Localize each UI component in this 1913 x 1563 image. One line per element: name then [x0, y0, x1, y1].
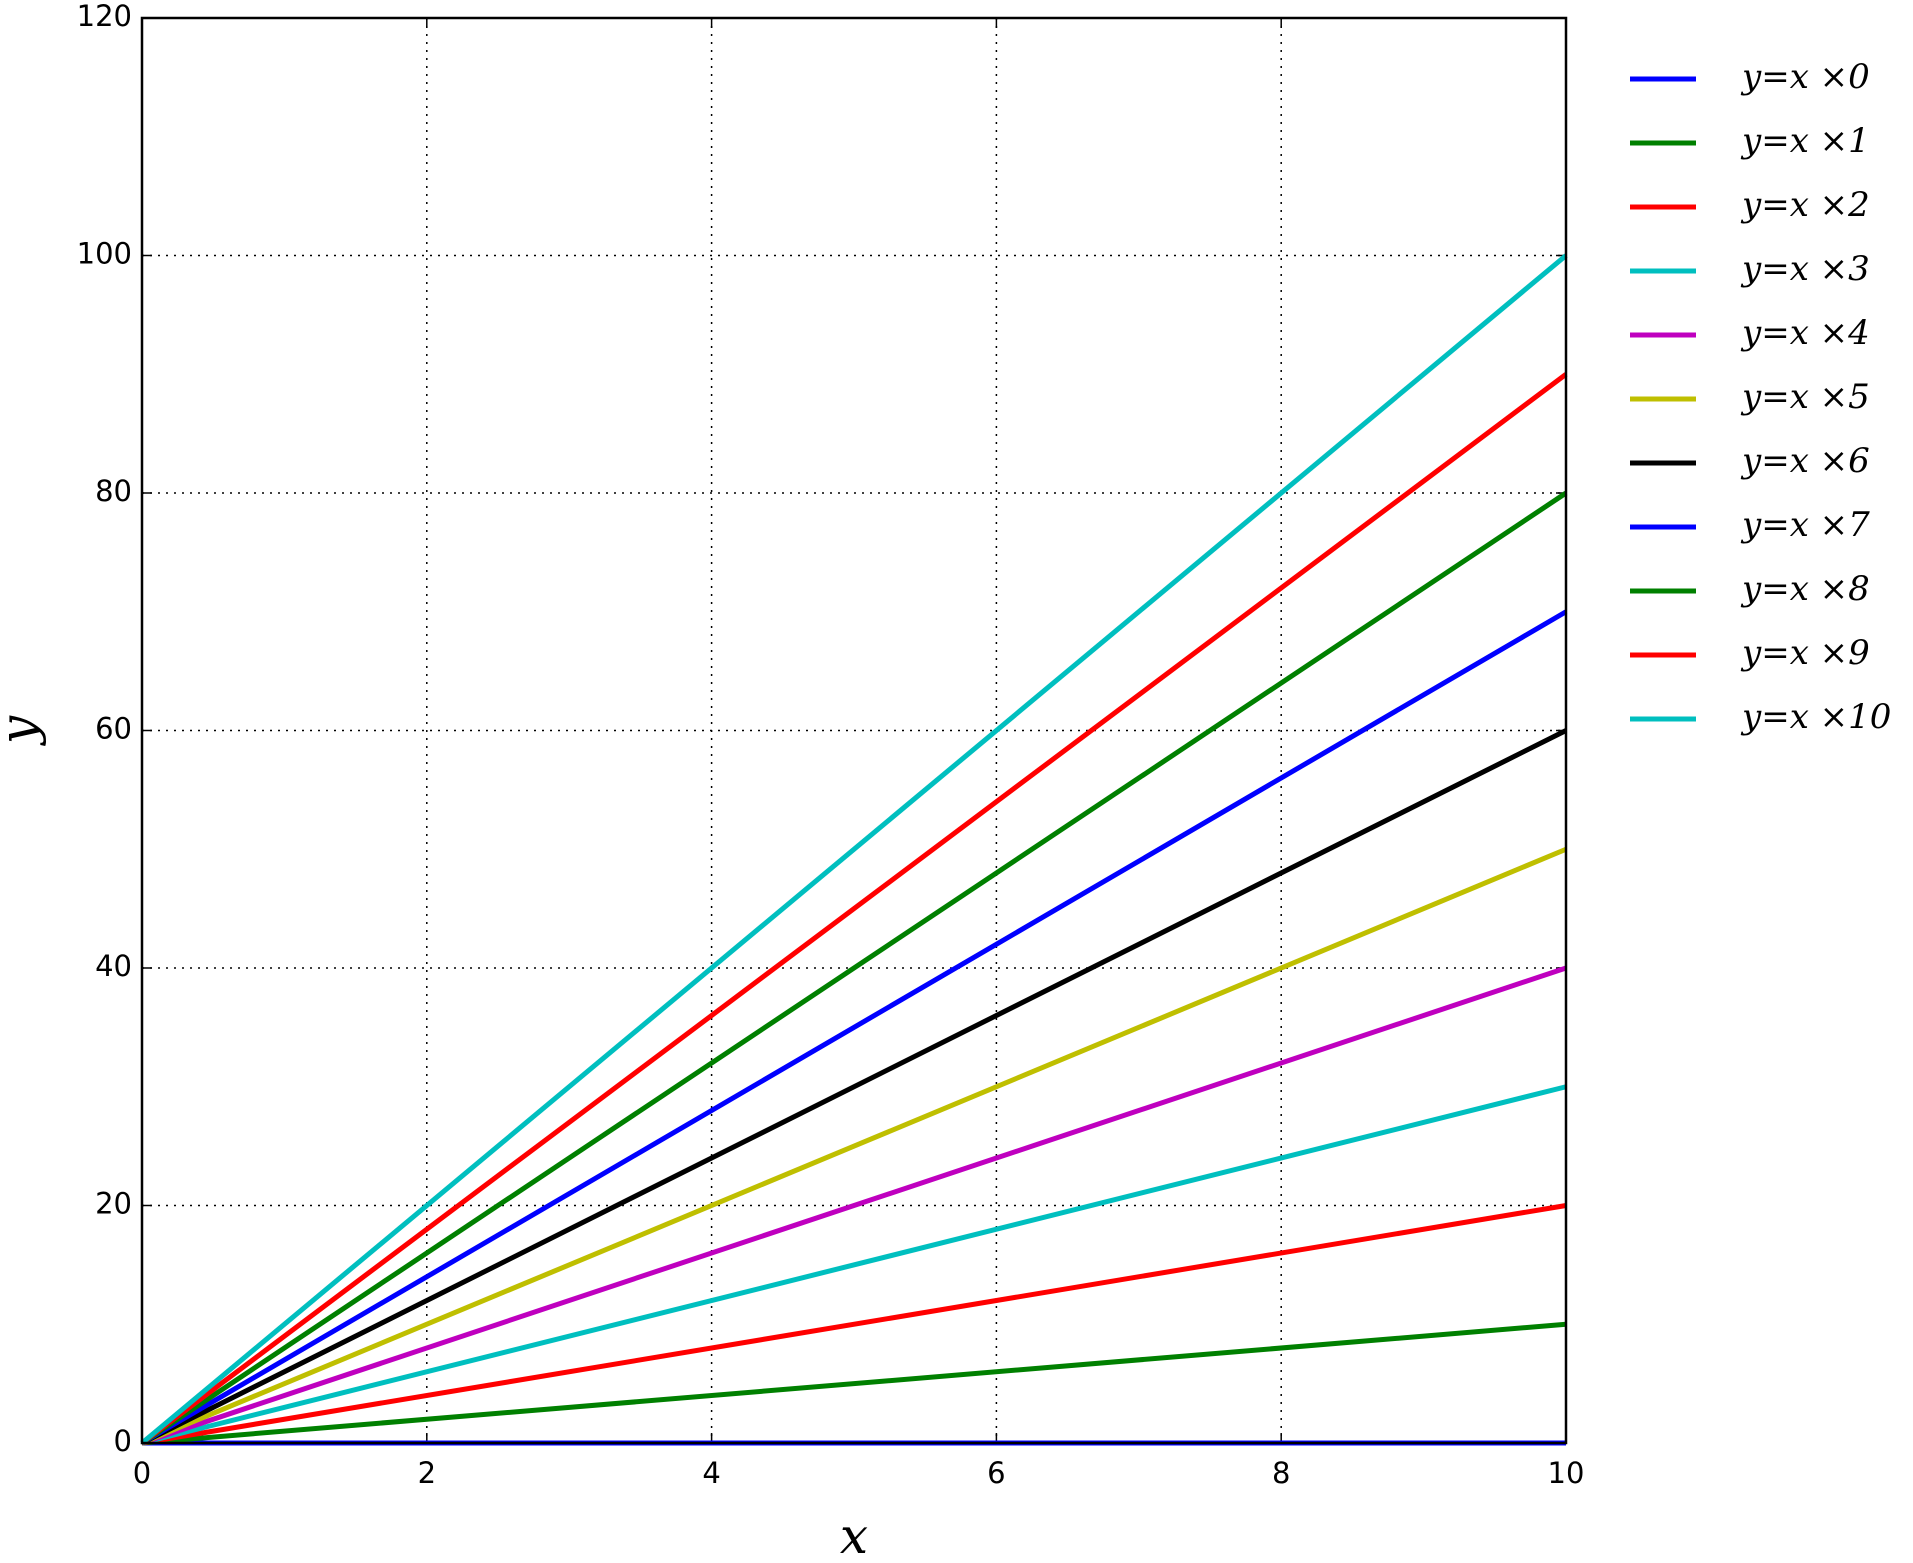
y-tick-label: 20 [95, 1187, 132, 1221]
line [141, 1321, 1567, 1446]
line [140, 490, 1568, 1446]
x-tick-label: 6 [987, 1456, 1005, 1490]
y-tick-label: 80 [95, 474, 132, 508]
legend-label: y=x ×4 [1740, 313, 1870, 353]
x-tick-label: 8 [1272, 1456, 1290, 1490]
y-tick-label: 40 [95, 949, 132, 983]
legend-label: y=x ×3 [1740, 249, 1870, 289]
x-tick-label: 4 [702, 1456, 720, 1490]
legend-label: y=x ×9 [1740, 633, 1870, 673]
x-tick-label: 2 [418, 1456, 436, 1490]
x-axis-label: x [840, 1507, 868, 1563]
line [140, 253, 1568, 1445]
line [141, 846, 1567, 1446]
x-tick-label: 10 [1548, 1456, 1585, 1490]
line [141, 1084, 1567, 1446]
legend-label: y=x ×10 [1740, 697, 1891, 737]
line [141, 1203, 1567, 1446]
y-tick-label: 120 [77, 0, 132, 33]
legend-label: y=x ×7 [1740, 505, 1870, 545]
legend-label: y=x ×5 [1740, 377, 1870, 417]
legend-label: y=x ×1 [1740, 121, 1870, 161]
y-tick-label: 60 [95, 712, 132, 746]
line [140, 728, 1568, 1446]
x-tick-label: 0 [133, 1456, 151, 1490]
line [140, 372, 1568, 1445]
y-tick-label: 0 [114, 1424, 132, 1458]
y-axis-label: y [0, 715, 47, 746]
plot-frame [140, 16, 1568, 1445]
legend-label: y=x ×8 [1740, 569, 1870, 609]
legend-label: y=x ×2 [1740, 185, 1870, 225]
line [140, 609, 1568, 1446]
legend-label: y=x ×0 [1740, 57, 1870, 97]
line [141, 965, 1567, 1446]
legend-label: y=x ×6 [1740, 441, 1870, 481]
y-tick-label: 100 [77, 237, 132, 271]
